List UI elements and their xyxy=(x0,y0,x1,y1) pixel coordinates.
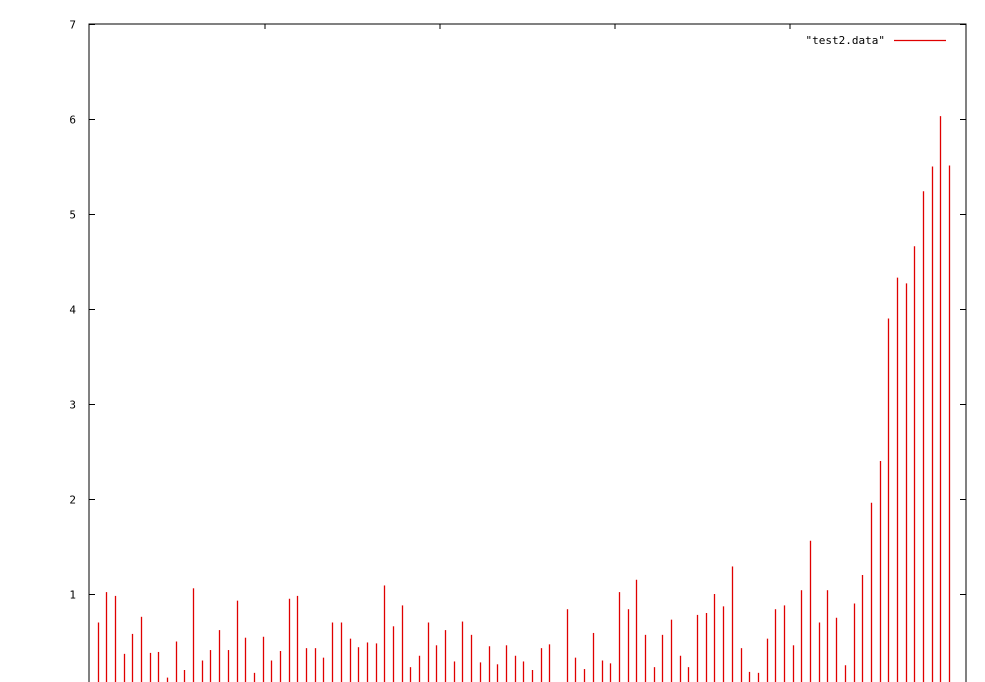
plot-frame xyxy=(88,23,967,682)
legend-label: "test2.data" xyxy=(806,34,885,47)
y-tick-label-6: 6 xyxy=(69,114,76,127)
y-tick-label-5: 5 xyxy=(69,209,76,222)
y-tick-label-1: 1 xyxy=(69,589,76,602)
y-tick-label-7: 7 xyxy=(69,19,76,32)
y-tick-label-2: 2 xyxy=(69,494,76,507)
plot-axes xyxy=(88,23,967,682)
y-tick-label-4: 4 xyxy=(69,304,76,317)
data-series xyxy=(97,116,951,682)
y-tick-label-3: 3 xyxy=(69,399,76,412)
y-axis: 1 2 3 4 5 6 7 xyxy=(69,19,966,602)
legend: "test2.data" xyxy=(806,34,946,47)
